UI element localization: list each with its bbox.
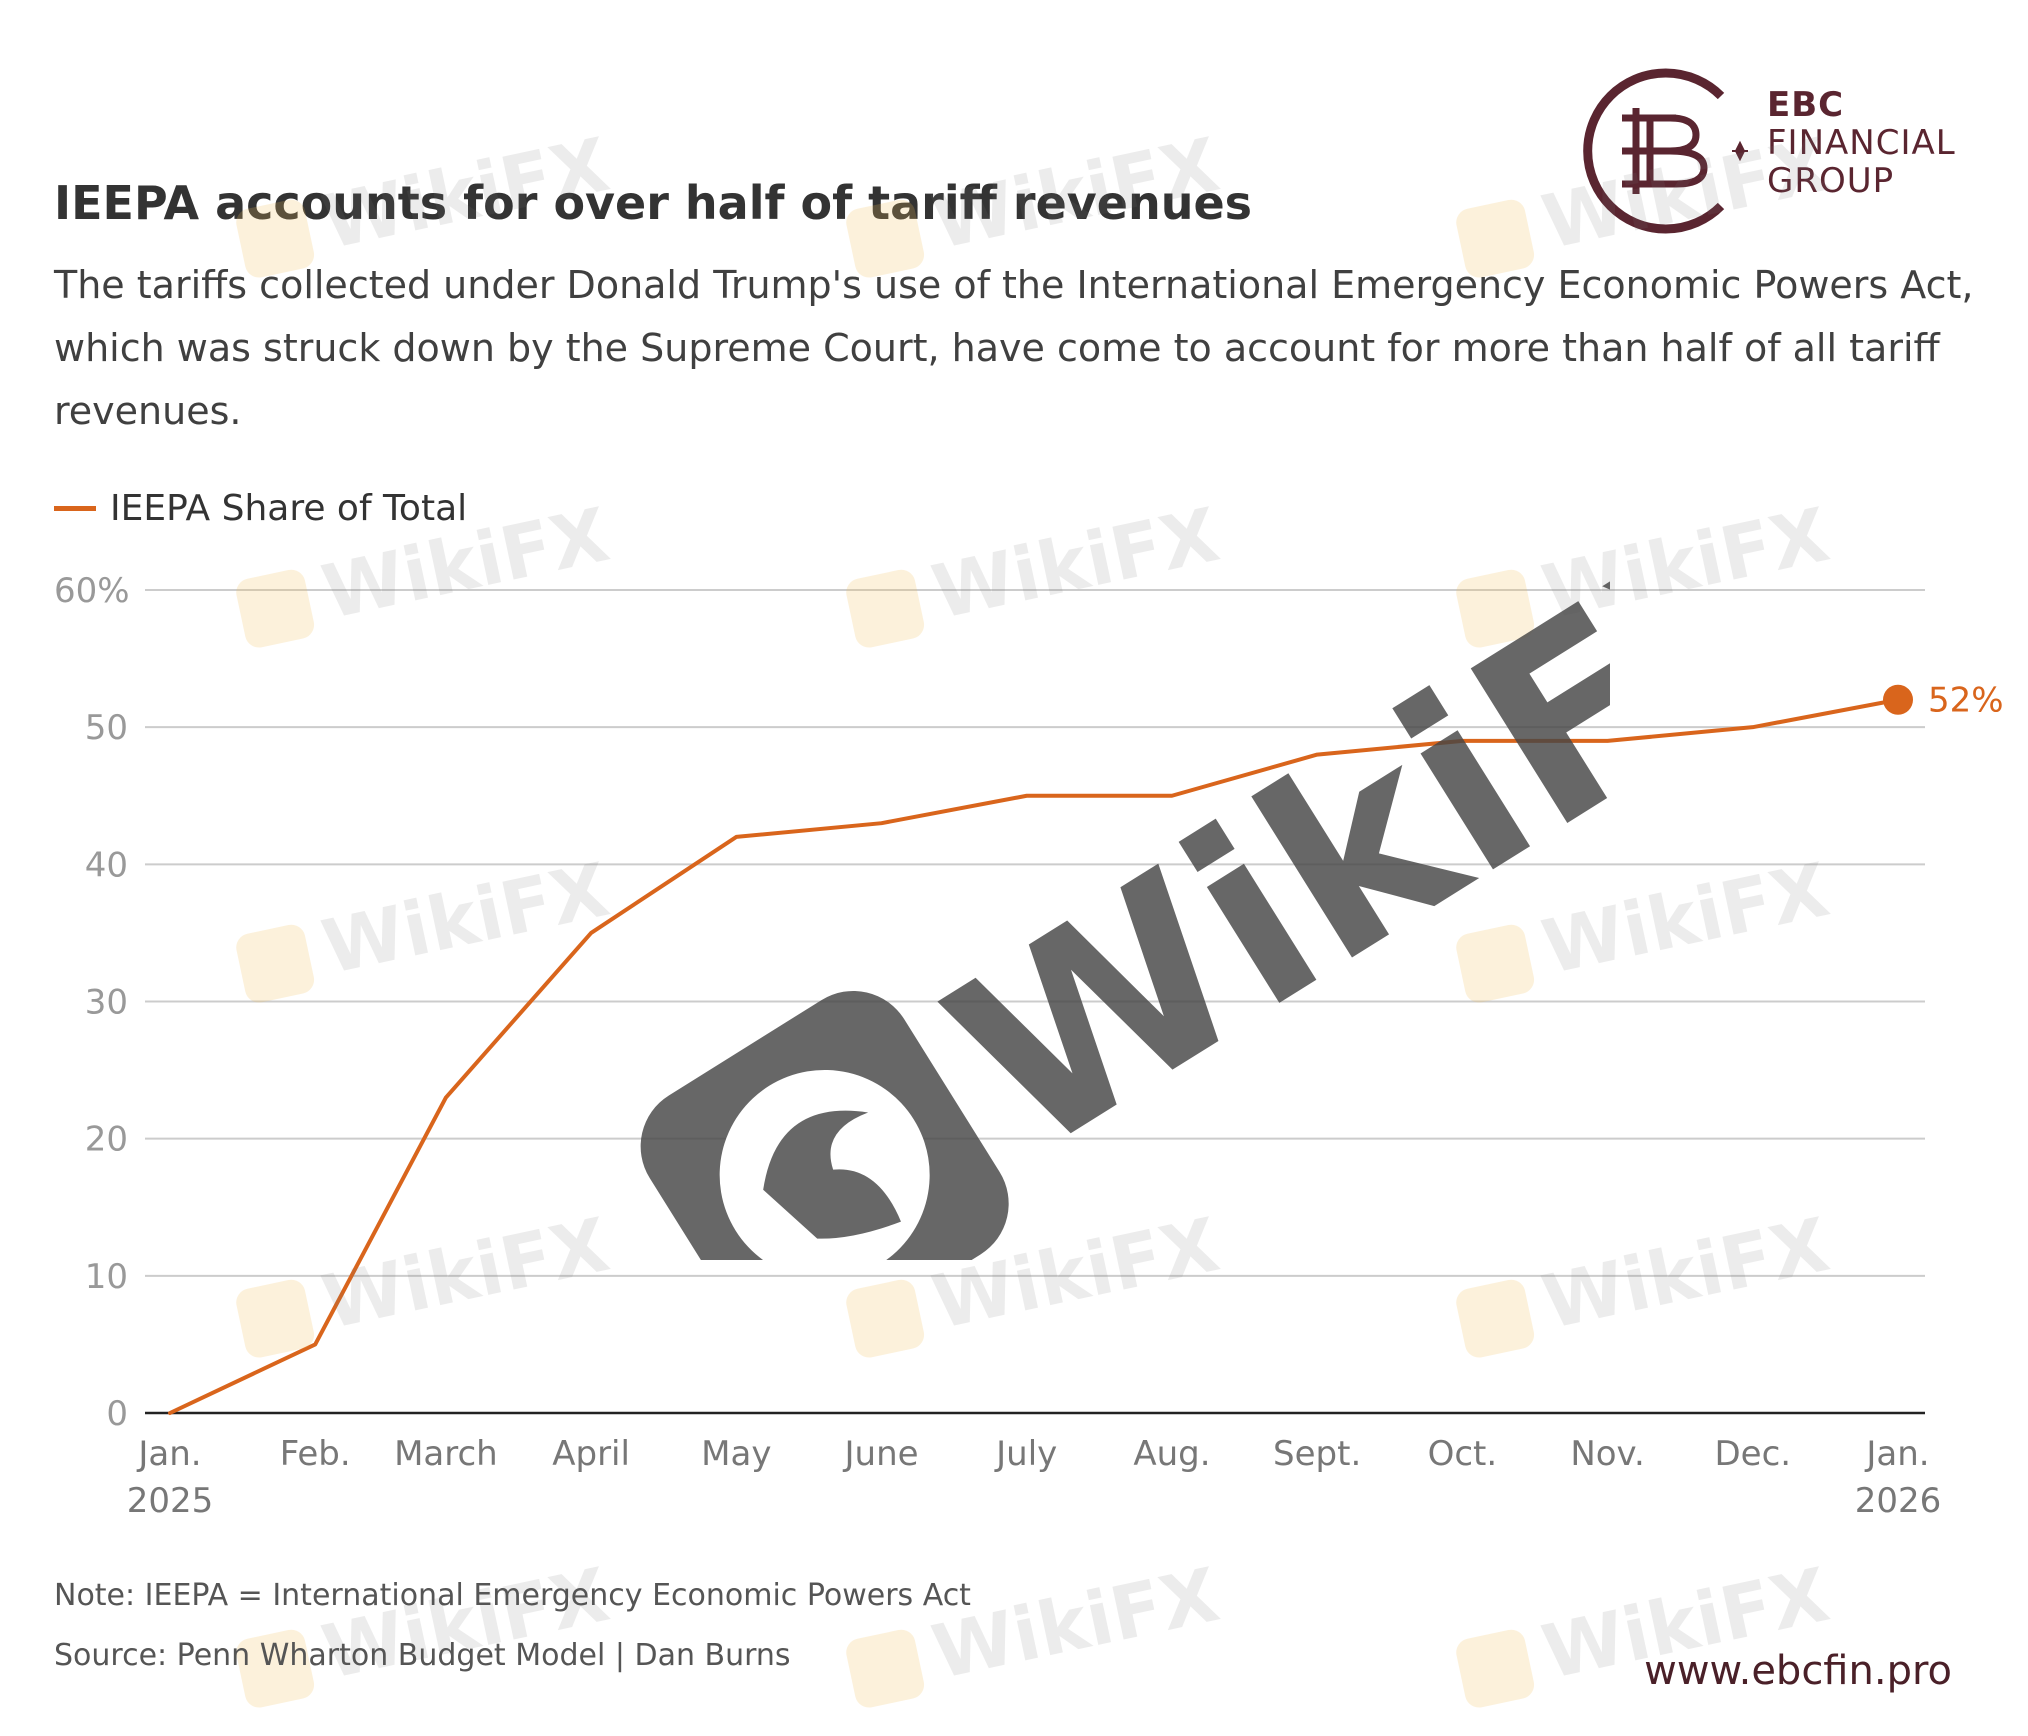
watermark-icon [1453, 1627, 1537, 1711]
brand-line-1: EBC [1767, 85, 1845, 125]
y-tick-label: 10 [85, 1257, 128, 1297]
y-tick-label: 50 [85, 708, 128, 748]
x-tick-label: Sept. [1273, 1434, 1361, 1474]
x-tick-label: Jan. [1864, 1434, 1929, 1474]
endpoint-label: 52% [1928, 681, 2004, 721]
line-chart: 0 10 20 30 40 50 60% Jan. 2025 Feb. March April May… [54, 571, 2004, 1521]
brand-url: www.ebcfin.pro [1644, 1648, 1952, 1694]
x-tick-label: June [843, 1434, 919, 1474]
brand-line-3: GROUP [1767, 161, 1895, 201]
x-tick-label: Nov. [1570, 1434, 1645, 1474]
y-tick-label: 0 [106, 1394, 128, 1434]
grid-lines [145, 589, 1925, 1415]
x-tick-label: May [701, 1434, 771, 1474]
y-tick-label: 40 [85, 845, 128, 885]
chart-legend: IEEPA Share of Total [54, 488, 467, 529]
y-tick-label: 60% [54, 571, 130, 611]
ebc-logo-icon [1583, 68, 1748, 234]
x-tick-label: March [394, 1434, 498, 1474]
x-tick-label: 2025 [127, 1481, 214, 1521]
x-tick-label: Dec. [1714, 1434, 1791, 1474]
x-axis-ticks: Jan. 2025 Feb. March April May June July Aug. Sep… [127, 1434, 1942, 1521]
endpoint-marker [1883, 684, 1913, 715]
x-tick-label: Jan. [136, 1434, 201, 1474]
x-tick-label: April [552, 1434, 630, 1474]
series-line [168, 697, 1900, 1415]
y-axis-ticks: 0 10 20 30 40 50 60% [54, 571, 130, 1434]
x-tick-label: Feb. [280, 1434, 351, 1474]
series-lines: 52% [168, 681, 2004, 1415]
x-tick-label: Oct. [1428, 1434, 1498, 1474]
x-tick-label: 2026 [1855, 1481, 1942, 1521]
x-tick-label: Aug. [1133, 1434, 1210, 1474]
chart-title: IEEPA accounts for over half of tariff r… [54, 176, 1253, 230]
chart-note: Note: IEEPA = International Emergency Ec… [54, 1578, 971, 1613]
brand-line-2: FINANCIAL [1767, 123, 1956, 163]
legend-swatch [54, 506, 96, 511]
watermark: WikiFX [841, 1552, 1226, 1714]
watermark: WikiFX [231, 1552, 616, 1714]
brand-name: EBC FINANCIAL GROUP [1767, 86, 1956, 200]
y-tick-label: 20 [85, 1120, 128, 1160]
y-tick-label: 30 [85, 983, 128, 1023]
x-tick-label: July [994, 1434, 1057, 1474]
legend-label: IEEPA Share of Total [110, 488, 468, 529]
watermark-icon [843, 1627, 927, 1711]
chart-source: Source: Penn Wharton Budget Model | Dan … [54, 1638, 791, 1673]
chart-subtitle: The tariffs collected under Donald Trump… [54, 263, 1974, 433]
